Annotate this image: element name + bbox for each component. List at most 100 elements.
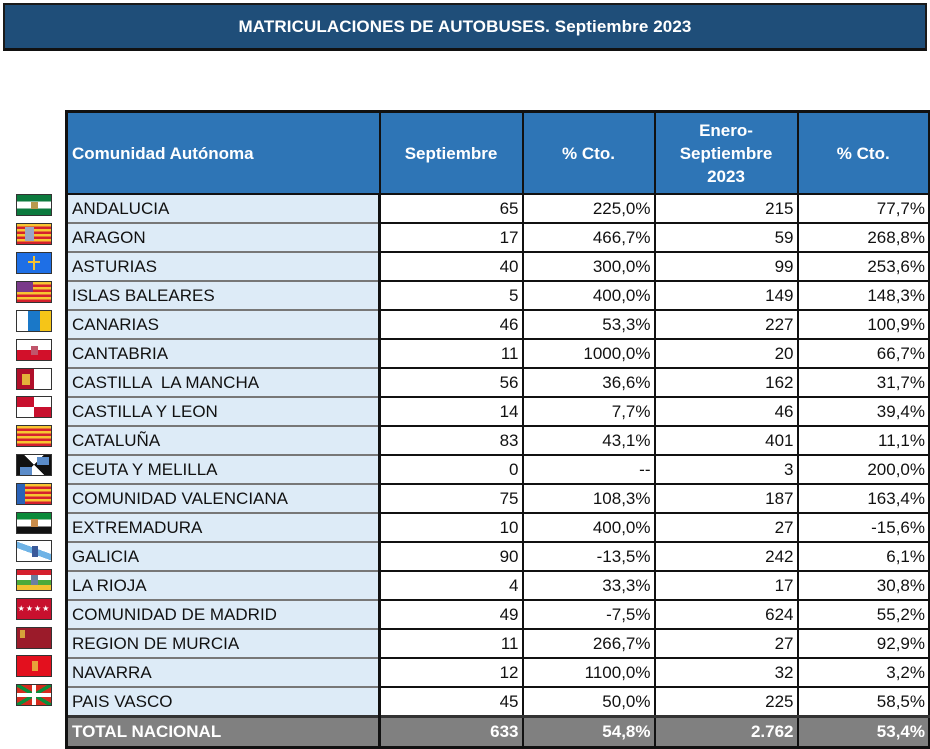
- table-row: LA RIOJA 4 33,3% 17 30,8%: [65, 570, 930, 601]
- pct-cto-ytd-value: 58,5%: [796, 686, 930, 718]
- pct-cto-month-value: 1100,0%: [521, 657, 656, 688]
- pct-cto-ytd-value: 253,6%: [796, 251, 930, 282]
- region-name: EXTREMADURA: [65, 512, 381, 543]
- region-name: NAVARRA: [65, 657, 381, 688]
- table-row: COMUNIDAD DE MADRID 49 -7,5% 624 55,2%: [65, 599, 930, 630]
- pct-cto-month-value: 466,7%: [521, 222, 656, 253]
- septiembre-value: 65: [378, 193, 524, 224]
- table-row: CATALUÑA 83 43,1% 401 11,1%: [65, 425, 930, 456]
- enero-septiembre-value: 59: [653, 222, 799, 253]
- header-comunidad: Comunidad Autónoma: [65, 110, 381, 195]
- pct-cto-month-value: 300,0%: [521, 251, 656, 282]
- pct-cto-ytd-value: 39,4%: [796, 396, 930, 427]
- table-row: ANDALUCIA 65 225,0% 215 77,7%: [65, 193, 930, 224]
- table-row: ISLAS BALEARES 5 400,0% 149 148,3%: [65, 280, 930, 311]
- region-name: CASTILLA LA MANCHA: [65, 367, 381, 398]
- total-label: TOTAL NACIONAL: [65, 715, 381, 749]
- region-name: CANARIAS: [65, 309, 381, 340]
- enero-septiembre-value: 624: [653, 599, 799, 630]
- region-name: ASTURIAS: [65, 251, 381, 282]
- septiembre-value: 17: [378, 222, 524, 253]
- septiembre-value: 10: [378, 512, 524, 543]
- septiembre-value: 0: [378, 454, 524, 485]
- total-septiembre-value: 633: [378, 715, 524, 749]
- region-name: GALICIA: [65, 541, 381, 572]
- septiembre-value: 45: [378, 686, 524, 718]
- table-row: CEUTA Y MELILLA 0 -- 3 200,0%: [65, 454, 930, 485]
- enero-septiembre-value: 3: [653, 454, 799, 485]
- region-name: ARAGON: [65, 222, 381, 253]
- table-row: NAVARRA 12 1100,0% 32 3,2%: [65, 657, 930, 688]
- pct-cto-month-value: 36,6%: [521, 367, 656, 398]
- baleares-flag-icon: [16, 281, 52, 303]
- pct-cto-ytd-value: 77,7%: [796, 193, 930, 224]
- table-row: ASTURIAS 40 300,0% 99 253,6%: [65, 251, 930, 282]
- septiembre-value: 5: [378, 280, 524, 311]
- pct-cto-ytd-value: 268,8%: [796, 222, 930, 253]
- region-name: CATALUÑA: [65, 425, 381, 456]
- septiembre-value: 56: [378, 367, 524, 398]
- total-pct-cto-month-value: 54,8%: [521, 715, 656, 749]
- header-enero-septiembre: Enero- Septiembre 2023: [653, 110, 799, 195]
- ceuta-melilla-flag-icon: [16, 454, 52, 476]
- enero-septiembre-value: 20: [653, 338, 799, 369]
- pct-cto-ytd-value: 30,8%: [796, 570, 930, 601]
- total-pct-cto-ytd-value: 53,4%: [796, 715, 930, 749]
- pct-cto-ytd-value: 92,9%: [796, 628, 930, 659]
- pct-cto-month-value: -7,5%: [521, 599, 656, 630]
- pct-cto-month-value: --: [521, 454, 656, 485]
- enero-septiembre-value: 46: [653, 396, 799, 427]
- region-name: PAIS VASCO: [65, 686, 381, 718]
- enero-septiembre-value: 401: [653, 425, 799, 456]
- navarra-flag-icon: [16, 655, 52, 677]
- pct-cto-month-value: 225,0%: [521, 193, 656, 224]
- region-name: ANDALUCIA: [65, 193, 381, 224]
- cataluna-flag-icon: [16, 425, 52, 447]
- header-septiembre: Septiembre: [378, 110, 524, 195]
- report-title: MATRICULACIONES DE AUTOBUSES. Septiembre…: [3, 3, 927, 51]
- pct-cto-ytd-value: 6,1%: [796, 541, 930, 572]
- pct-cto-ytd-value: 148,3%: [796, 280, 930, 311]
- andalucia-flag-icon: [16, 194, 52, 216]
- table-row: PAIS VASCO 45 50,0% 225 58,5%: [65, 686, 930, 718]
- pct-cto-month-value: 400,0%: [521, 512, 656, 543]
- pct-cto-month-value: 33,3%: [521, 570, 656, 601]
- septiembre-value: 11: [378, 628, 524, 659]
- septiembre-value: 14: [378, 396, 524, 427]
- table-row: EXTREMADURA 10 400,0% 27 -15,6%: [65, 512, 930, 543]
- septiembre-value: 49: [378, 599, 524, 630]
- extremadura-flag-icon: [16, 512, 52, 534]
- murcia-flag-icon: [16, 627, 52, 649]
- table-row: REGION DE MURCIA 11 266,7% 27 92,9%: [65, 628, 930, 659]
- septiembre-value: 83: [378, 425, 524, 456]
- region-name: REGION DE MURCIA: [65, 628, 381, 659]
- region-name: COMUNIDAD VALENCIANA: [65, 483, 381, 514]
- enero-septiembre-value: 187: [653, 483, 799, 514]
- table-row: CASTILLA Y LEON 14 7,7% 46 39,4%: [65, 396, 930, 427]
- enero-septiembre-value: 27: [653, 512, 799, 543]
- region-name: CANTABRIA: [65, 338, 381, 369]
- galicia-flag-icon: [16, 540, 52, 562]
- region-name: CASTILLA Y LEON: [65, 396, 381, 427]
- septiembre-value: 90: [378, 541, 524, 572]
- pct-cto-month-value: 53,3%: [521, 309, 656, 340]
- region-name: CEUTA Y MELILLA: [65, 454, 381, 485]
- table-row: GALICIA 90 -13,5% 242 6,1%: [65, 541, 930, 572]
- total-enero-septiembre-value: 2.762: [653, 715, 799, 749]
- pais-vasco-flag-icon: [16, 684, 52, 706]
- header-pct-cto-month: % Cto.: [521, 110, 656, 195]
- asturias-flag-icon: [16, 252, 52, 274]
- region-name: COMUNIDAD DE MADRID: [65, 599, 381, 630]
- table-row: CANARIAS 46 53,3% 227 100,9%: [65, 309, 930, 340]
- enero-septiembre-value: 227: [653, 309, 799, 340]
- septiembre-value: 46: [378, 309, 524, 340]
- table-row: ARAGON 17 466,7% 59 268,8%: [65, 222, 930, 253]
- enero-septiembre-value: 149: [653, 280, 799, 311]
- pct-cto-month-value: 43,1%: [521, 425, 656, 456]
- table-row: CASTILLA LA MANCHA 56 36,6% 162 31,7%: [65, 367, 930, 398]
- pct-cto-month-value: 50,0%: [521, 686, 656, 718]
- enero-septiembre-value: 242: [653, 541, 799, 572]
- total-row: TOTAL NACIONAL 633 54,8% 2.762 53,4%: [65, 715, 930, 749]
- castilla-la-mancha-flag-icon: [16, 368, 52, 390]
- pct-cto-month-value: 108,3%: [521, 483, 656, 514]
